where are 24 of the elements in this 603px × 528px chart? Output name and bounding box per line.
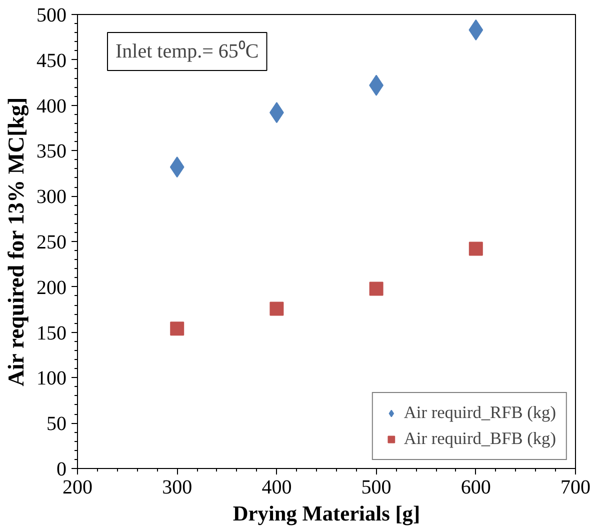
y-tick-label: 500 — [36, 4, 66, 26]
y-axis-title: Air required for 13% MC[kg] — [4, 97, 28, 386]
x-tick-label: 600 — [460, 476, 491, 498]
annotation: Inlet temp.= 65⁰C — [116, 40, 259, 62]
point — [369, 282, 384, 296]
y-tick-label: 100 — [36, 368, 66, 390]
x-tick-label: 400 — [262, 476, 292, 498]
x-tick-label: 500 — [361, 476, 392, 498]
y-tick-label: 350 — [36, 140, 66, 163]
y-tick-label: 400 — [36, 95, 66, 118]
x-tick-label: 700 — [560, 476, 590, 498]
y-tick-label: 150 — [36, 322, 66, 344]
x-tick-label: 300 — [162, 476, 192, 498]
y-tick-label: 450 — [36, 50, 66, 72]
point — [468, 242, 483, 256]
legend-label: Air requird_RFB (kg) — [404, 403, 556, 423]
y-tick-label: 250 — [36, 232, 66, 254]
y-tick-label: 200 — [36, 276, 66, 299]
legend-label: Air requird_BFB (kg) — [404, 429, 556, 449]
x-axis-title: Drying Materials [g] — [232, 502, 420, 526]
point — [170, 322, 184, 336]
y-tick-label: 50 — [46, 413, 66, 436]
y-tick-label: 300 — [36, 186, 66, 208]
point — [270, 302, 284, 316]
